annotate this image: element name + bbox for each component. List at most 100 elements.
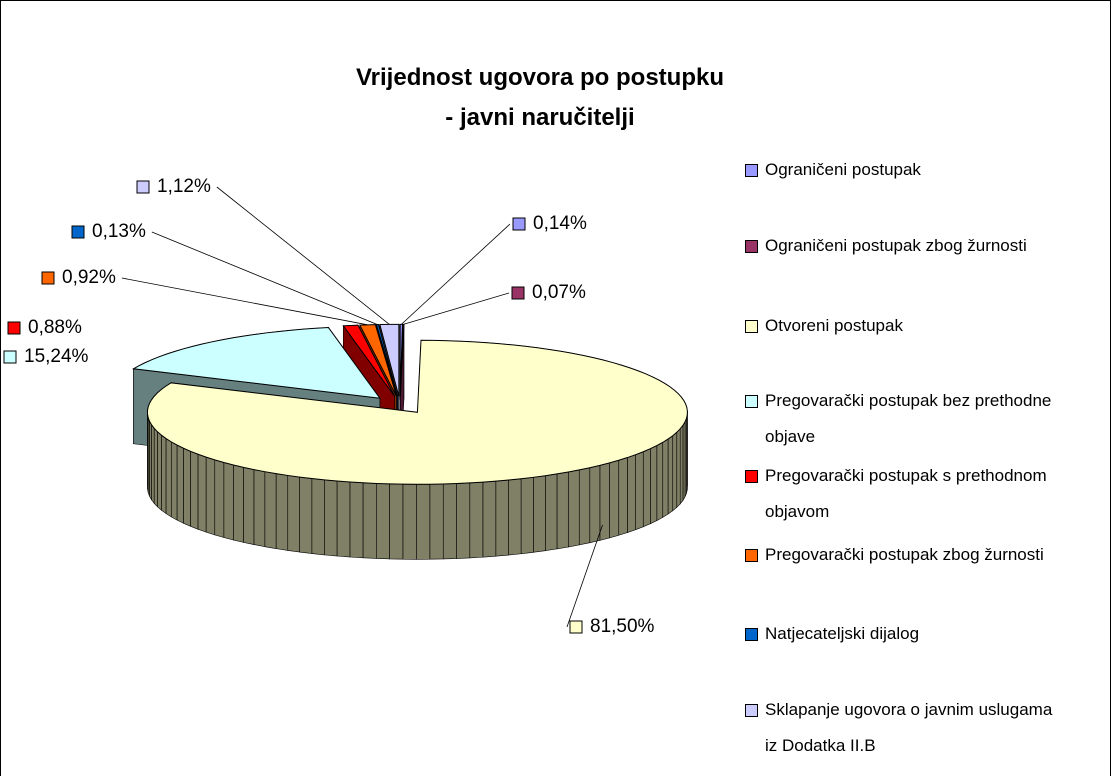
legend-label: Ograničeni postupak <box>765 160 921 179</box>
slice-side <box>635 451 644 531</box>
slice-side <box>275 473 289 551</box>
data-label: 0,13% <box>92 221 146 242</box>
slice-side <box>609 459 620 539</box>
slice-side <box>253 469 266 548</box>
slice-side <box>682 420 686 502</box>
slice-side <box>520 476 534 555</box>
legend-label: Otvoreni postupak <box>765 316 903 335</box>
data-label: 81,50% <box>590 616 655 637</box>
slice-side <box>299 476 313 554</box>
slice-side <box>556 471 569 550</box>
slice-side <box>349 481 364 559</box>
legend-swatch <box>745 240 758 253</box>
leader-line <box>121 277 368 326</box>
slice-side <box>656 441 664 522</box>
data-label: 0,07% <box>532 282 586 303</box>
slice-side <box>170 441 178 521</box>
data-label: 1,12% <box>157 176 211 197</box>
legend-item: Ograničeni postupak zbog žurnosti <box>745 228 1075 264</box>
slice-side <box>165 438 172 518</box>
data-label: 0,92% <box>62 267 116 288</box>
slice-side <box>153 427 158 508</box>
chart-title: Vrijednost ugovora po postupku - javni n… <box>355 64 724 131</box>
data-label: 15,24% <box>24 346 89 367</box>
slice-side <box>176 444 184 524</box>
slice-side <box>650 445 658 525</box>
legend-item: Pregovarački postupak s prethodnom objav… <box>745 458 1075 530</box>
slice-side <box>389 483 404 560</box>
slice-side <box>157 431 162 511</box>
slice-side <box>469 481 484 559</box>
slice-side <box>508 478 522 556</box>
slice-side <box>495 479 509 557</box>
slice-side <box>545 473 558 552</box>
slice-side <box>205 456 216 536</box>
legend-swatch <box>745 395 758 408</box>
data-label: 0,14% <box>533 213 587 234</box>
legend-label: Pregovarački postupak bez prethodne obja… <box>765 391 1052 446</box>
slice-side <box>667 435 674 515</box>
legend-swatch <box>745 164 758 177</box>
legend-label: Natjecateljski dijalog <box>765 624 920 643</box>
slice-side <box>429 483 444 560</box>
leader-line <box>403 292 510 325</box>
slice-side <box>672 431 678 512</box>
slice-side <box>161 434 167 515</box>
slice-side <box>482 480 497 558</box>
data-label: 0,88% <box>28 317 82 338</box>
slice-side <box>311 478 325 556</box>
slice-side <box>190 450 199 530</box>
slice-side <box>456 482 471 559</box>
slice-side <box>233 464 244 543</box>
label-swatch <box>569 620 583 634</box>
slice <box>147 339 688 485</box>
slice-side <box>442 483 457 560</box>
slice-side <box>376 483 390 560</box>
legend-item: Sklapanje ugovora o javnim uslugama iz D… <box>745 692 1075 764</box>
legend-label: Pregovarački postupak zbog žurnosti <box>765 545 1044 564</box>
label-swatch <box>512 217 526 231</box>
slice-side <box>618 457 628 536</box>
leader-line <box>216 186 390 325</box>
slice-side <box>679 424 684 505</box>
slice-side <box>214 459 225 538</box>
slice-side <box>567 469 580 548</box>
slice-side <box>662 438 669 518</box>
slice-side <box>336 480 351 558</box>
slice <box>342 324 396 397</box>
slice-side <box>362 482 377 559</box>
legend-item: Ograničeni postupak <box>745 152 1075 188</box>
slice-side <box>676 428 681 509</box>
slice-side <box>243 466 255 545</box>
legend-swatch <box>745 549 758 562</box>
slice-side <box>533 475 546 553</box>
legend-swatch <box>745 704 758 717</box>
leader-line <box>151 231 378 325</box>
legend-swatch <box>745 628 758 641</box>
legend-item: Otvoreni postupak <box>745 308 1075 344</box>
label-swatch <box>7 321 21 335</box>
slice <box>131 327 381 399</box>
slice-side <box>402 483 417 560</box>
leader-line <box>566 524 603 628</box>
label-swatch <box>3 350 17 364</box>
slice-side <box>578 467 591 546</box>
leader-line <box>401 223 511 325</box>
slice-side <box>287 475 301 553</box>
legend-label: Pregovarački postupak s prethodnom objav… <box>765 466 1047 521</box>
label-swatch <box>71 225 85 239</box>
legend-item: Natjecateljski dijalog <box>745 616 1075 652</box>
legend-swatch <box>745 470 758 483</box>
legend-label: Sklapanje ugovora o javnim uslugama iz D… <box>765 700 1053 755</box>
legend-swatch <box>745 320 758 333</box>
legend-item: Pregovarački postupak zbog žurnosti <box>745 537 1075 573</box>
slice-side <box>324 479 338 557</box>
slice-side <box>149 420 152 501</box>
label-swatch <box>41 271 55 285</box>
slice-side <box>589 464 601 544</box>
slice-side <box>223 462 234 541</box>
slice-side <box>197 453 207 533</box>
